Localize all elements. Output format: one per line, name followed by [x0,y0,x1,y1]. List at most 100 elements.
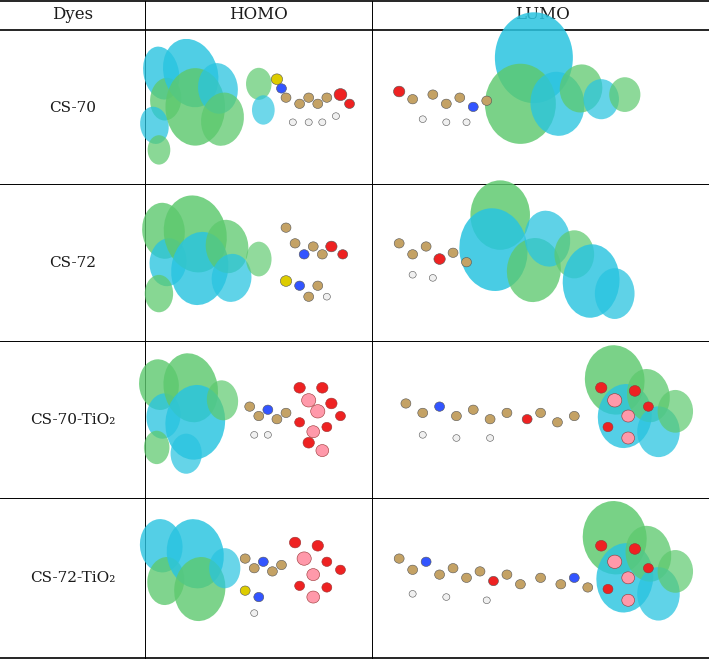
Ellipse shape [144,431,169,464]
Ellipse shape [147,557,184,605]
Ellipse shape [143,47,179,100]
Ellipse shape [212,254,252,302]
Circle shape [307,591,320,603]
Ellipse shape [145,275,173,313]
Circle shape [333,113,340,120]
Circle shape [622,595,635,607]
Circle shape [608,555,622,568]
Ellipse shape [585,345,644,415]
Ellipse shape [625,526,671,582]
Circle shape [280,276,291,287]
Ellipse shape [209,548,240,589]
Circle shape [462,258,471,267]
Circle shape [263,405,273,414]
Circle shape [442,594,450,601]
Circle shape [295,281,305,291]
Circle shape [295,581,305,591]
Text: HOMO: HOMO [230,6,288,23]
Circle shape [603,584,613,594]
Circle shape [455,93,465,102]
Circle shape [295,418,305,427]
Circle shape [468,405,478,414]
Ellipse shape [658,550,693,593]
Circle shape [325,241,337,252]
Ellipse shape [554,230,594,279]
Circle shape [419,432,426,438]
Circle shape [630,385,641,396]
Circle shape [502,570,512,579]
Ellipse shape [609,77,640,112]
Ellipse shape [140,519,182,572]
Ellipse shape [598,384,652,448]
Circle shape [536,408,545,418]
Circle shape [622,432,635,444]
Circle shape [258,557,268,566]
Circle shape [489,576,498,586]
Circle shape [281,93,291,102]
Text: Dyes: Dyes [52,6,94,23]
Circle shape [523,414,532,424]
Circle shape [281,223,291,232]
Circle shape [583,582,593,592]
Circle shape [428,90,438,100]
Ellipse shape [495,12,573,103]
Circle shape [301,393,316,407]
Ellipse shape [584,79,619,119]
Circle shape [303,93,313,102]
Ellipse shape [563,244,620,318]
Circle shape [408,94,418,104]
Circle shape [556,580,566,589]
Ellipse shape [163,39,218,108]
Ellipse shape [658,390,693,433]
Ellipse shape [596,543,653,613]
Ellipse shape [164,353,218,422]
Ellipse shape [246,242,272,277]
Circle shape [409,591,416,597]
Ellipse shape [165,68,225,146]
Circle shape [318,250,328,259]
Circle shape [281,408,291,418]
Ellipse shape [171,232,228,305]
Circle shape [322,557,332,566]
Circle shape [468,102,478,112]
Circle shape [319,119,326,126]
Circle shape [322,422,332,432]
Circle shape [644,402,653,411]
Circle shape [325,398,337,409]
Ellipse shape [140,107,169,144]
Ellipse shape [147,135,170,164]
Text: CS-70: CS-70 [50,102,96,115]
Ellipse shape [530,71,584,136]
Circle shape [289,119,296,126]
Text: CS-72: CS-72 [50,256,96,269]
Ellipse shape [525,210,570,267]
Circle shape [486,435,493,442]
Circle shape [313,281,323,291]
Ellipse shape [165,385,225,460]
Circle shape [485,414,495,424]
Ellipse shape [246,67,272,100]
Circle shape [250,564,259,573]
Circle shape [322,93,332,102]
Circle shape [240,554,250,563]
Ellipse shape [164,196,227,273]
Ellipse shape [459,208,527,291]
Ellipse shape [171,434,202,474]
Text: CS-72-TiO₂: CS-72-TiO₂ [30,571,116,584]
Circle shape [337,250,347,259]
Circle shape [295,99,305,108]
Circle shape [448,248,458,257]
Circle shape [290,238,300,248]
Circle shape [289,537,301,548]
Ellipse shape [252,96,274,125]
Ellipse shape [559,64,603,112]
Circle shape [334,89,347,101]
Circle shape [475,566,485,576]
Ellipse shape [627,369,670,422]
Circle shape [441,99,452,108]
Circle shape [630,544,641,554]
Circle shape [308,242,318,251]
Circle shape [569,411,579,421]
Circle shape [277,84,286,93]
Circle shape [401,399,411,408]
